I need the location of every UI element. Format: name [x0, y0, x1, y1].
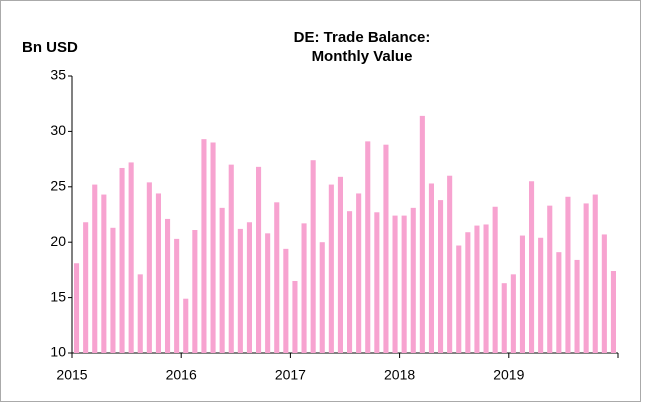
bar: [219, 207, 225, 353]
x-tick-label: 2015: [56, 367, 87, 383]
bar: [465, 232, 471, 353]
bar: [265, 233, 271, 353]
bar: [374, 212, 380, 353]
chart-title: DE: Trade Balance:: [294, 29, 431, 46]
bar: [155, 193, 161, 353]
bar: [592, 194, 598, 353]
bar: [347, 211, 353, 353]
bar: [101, 194, 107, 353]
x-tick-label: 2016: [166, 367, 197, 383]
bar: [165, 218, 171, 353]
bar: [74, 263, 80, 353]
chart-title: Monthly Value: [312, 48, 413, 65]
bar: [146, 182, 152, 353]
x-tick-label: 2018: [384, 367, 415, 383]
bar: [292, 280, 298, 353]
bar: [428, 183, 434, 353]
bar: [538, 237, 544, 353]
bar: [410, 207, 416, 353]
bar: [610, 271, 616, 353]
bar: [519, 235, 525, 353]
bar: [228, 164, 234, 353]
bar: [456, 245, 462, 353]
bar: [310, 160, 316, 353]
bar: [510, 274, 516, 353]
bar: [283, 248, 289, 353]
bar: [392, 215, 398, 353]
bar: [119, 167, 125, 353]
y-axis-label: Bn USD: [22, 39, 78, 56]
bar: [110, 227, 116, 353]
y-tick-label: 20: [50, 233, 66, 249]
x-tick-label: 2017: [275, 367, 306, 383]
bar: [447, 175, 453, 353]
bar: [401, 215, 407, 353]
bar: [301, 223, 307, 353]
y-tick-label: 35: [50, 67, 66, 83]
bar: [474, 225, 480, 353]
bar: [192, 230, 198, 353]
bar: [237, 228, 243, 353]
y-tick-label: 25: [50, 178, 66, 194]
bar: [419, 115, 425, 353]
bar: [574, 259, 580, 353]
bar: [256, 166, 262, 353]
bar: [128, 162, 134, 353]
bar: [319, 242, 325, 353]
bar: [483, 224, 489, 353]
x-tick-label: 2019: [493, 367, 524, 383]
y-tick-label: 10: [50, 344, 66, 360]
y-tick-label: 30: [50, 122, 66, 138]
bar: [356, 193, 362, 353]
bar: [274, 202, 280, 353]
bar: [174, 238, 180, 353]
bar: [565, 196, 571, 353]
y-tick-label: 15: [50, 288, 66, 304]
bar: [529, 181, 535, 353]
bar: [556, 252, 562, 353]
bar: [246, 222, 252, 353]
bar: [92, 184, 98, 353]
bar: [137, 274, 143, 353]
bar: [365, 141, 371, 353]
bar: [383, 144, 389, 353]
bar: [210, 142, 216, 353]
bar: [438, 200, 444, 353]
bar: [501, 283, 507, 353]
bar: [583, 203, 589, 353]
bar: [328, 184, 334, 353]
bar: [83, 222, 89, 353]
bar: [601, 234, 607, 353]
bar: [547, 205, 553, 353]
bar: [492, 206, 498, 353]
bar: [337, 176, 343, 353]
bar: [183, 298, 189, 353]
bar: [201, 139, 207, 353]
